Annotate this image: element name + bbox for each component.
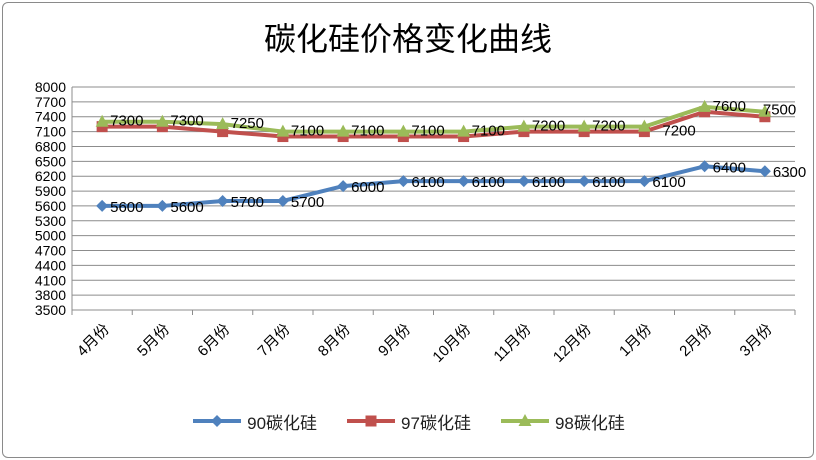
- x-tick-label: 12月份: [550, 321, 595, 366]
- y-tick-label: 5000: [35, 228, 66, 244]
- data-point-triangle: [698, 99, 712, 112]
- series-line-square: [102, 109, 766, 139]
- legend-item: 97碳化硅: [345, 409, 471, 434]
- data-label: 5700: [291, 194, 324, 211]
- data-point-triangle: [336, 124, 350, 137]
- y-tick-label: 7100: [35, 124, 66, 140]
- legend-label: 98碳化硅: [554, 413, 625, 433]
- x-tick-label: 3月份: [737, 321, 776, 360]
- chart-title: 碳化硅价格变化曲线: [263, 20, 552, 58]
- data-label: 6100: [532, 174, 565, 191]
- data-point-triangle: [216, 117, 230, 130]
- x-tick-label: 10月份: [429, 321, 474, 366]
- legend-marker: [211, 415, 224, 427]
- data-label: 6300: [773, 164, 806, 181]
- legend-marker: [365, 415, 377, 427]
- data-point-diamond: [638, 175, 651, 188]
- y-tick-label: 4100: [35, 272, 66, 288]
- legend-label: 90碳化硅: [247, 413, 318, 433]
- series-line-triangle: [102, 104, 766, 134]
- data-label: 7250: [231, 115, 264, 132]
- data-point-diamond: [337, 180, 350, 193]
- legend-marker: [518, 414, 532, 426]
- legend-swatch-square: [347, 415, 396, 427]
- data-point-diamond: [578, 175, 591, 188]
- data-point-diamond: [517, 175, 530, 188]
- data-point-triangle: [637, 119, 651, 132]
- legend-item: 98碳化硅: [499, 409, 625, 434]
- legend-swatch-triangle: [500, 414, 549, 426]
- x-tick-label: 5月份: [134, 321, 173, 360]
- y-tick-label: 4700: [35, 243, 66, 259]
- data-point-diamond: [156, 199, 169, 212]
- data-label: 7300: [170, 113, 203, 130]
- data-point-diamond: [758, 165, 771, 178]
- y-tick-label: 3800: [35, 287, 66, 303]
- y-tick-label: 4400: [35, 257, 66, 273]
- data-label: 5600: [170, 199, 203, 216]
- legend-swatch-diamond: [193, 415, 242, 427]
- data-label: 7100: [351, 123, 384, 140]
- data-point-square: [217, 126, 229, 138]
- data-point-triangle: [577, 119, 591, 132]
- data-point-triangle: [457, 124, 471, 137]
- y-tick-label: 6500: [35, 153, 66, 169]
- data-label: 7200: [592, 118, 625, 135]
- x-tick-label: 8月份: [315, 321, 354, 360]
- y-tick-label: 5600: [35, 198, 66, 214]
- data-label: 7300: [110, 113, 143, 130]
- data-point-triangle: [396, 124, 410, 137]
- data-label: 6100: [592, 174, 625, 191]
- data-point-triangle: [155, 114, 169, 127]
- data-label: 7600: [713, 98, 746, 115]
- legend-item: 90碳化硅: [191, 409, 317, 434]
- y-tick-label: 5300: [35, 213, 66, 229]
- data-point-diamond: [276, 194, 289, 207]
- y-tick-label: 7400: [35, 109, 66, 125]
- data-label: 7200: [532, 118, 565, 135]
- y-tick-label: 3500: [35, 302, 66, 318]
- data-label: 7500: [763, 102, 796, 119]
- data-point-triangle: [758, 104, 772, 117]
- data-label: 6100: [652, 174, 685, 191]
- data-label: 7100: [472, 123, 505, 140]
- data-point-triangle: [517, 119, 531, 132]
- data-label: 7100: [411, 123, 444, 140]
- x-tick-label: 2月份: [676, 321, 715, 360]
- data-point-diamond: [397, 175, 410, 188]
- data-point-diamond: [698, 160, 711, 173]
- y-tick-label: 6200: [35, 168, 66, 184]
- data-label: 5600: [110, 199, 143, 216]
- data-label: 7100: [291, 123, 324, 140]
- x-tick-label: 9月份: [375, 321, 414, 360]
- data-point-diamond: [96, 199, 109, 212]
- chart-legend: 90碳化硅 97碳化硅 98碳化硅: [0, 409, 816, 433]
- data-point-diamond: [457, 175, 470, 188]
- x-tick-label: 4月份: [74, 321, 113, 360]
- x-tick-label: 7月份: [255, 321, 294, 360]
- y-tick-label: 8000: [35, 79, 66, 95]
- data-label: 6100: [472, 174, 505, 191]
- data-point-diamond: [216, 194, 229, 207]
- x-tick-label: 11月份: [490, 321, 534, 365]
- series-line-diamond: [102, 164, 766, 208]
- y-tick-label: 5900: [35, 183, 66, 199]
- y-tick-label: 6800: [35, 138, 66, 154]
- data-label: 5700: [231, 194, 264, 211]
- x-tick-label: 6月份: [194, 321, 233, 360]
- data-label: 6100: [411, 174, 444, 191]
- x-tick-label: 1月份: [616, 321, 655, 360]
- y-tick-label: 7700: [35, 94, 66, 110]
- data-point-triangle: [95, 114, 109, 127]
- data-label: 6000: [351, 179, 384, 196]
- data-label: 6400: [713, 159, 746, 176]
- data-point-triangle: [276, 124, 290, 137]
- data-label: 7200: [662, 123, 695, 140]
- legend-label: 97碳化硅: [401, 413, 471, 433]
